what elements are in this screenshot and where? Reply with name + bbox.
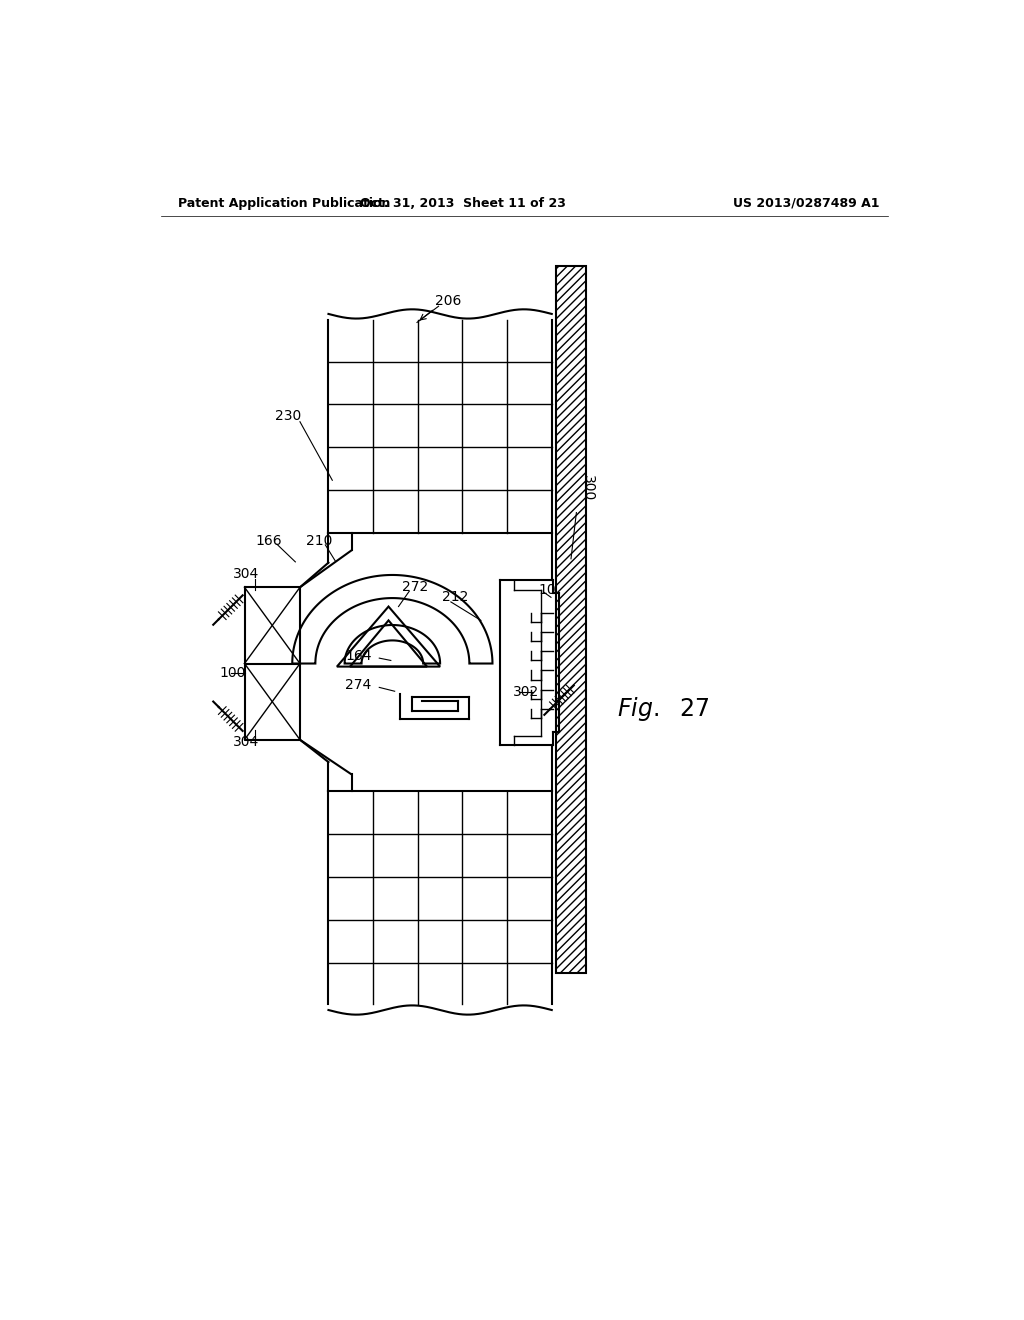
Text: 300: 300 (581, 475, 595, 502)
Text: 230: 230 (275, 409, 301, 424)
Text: 166: 166 (256, 535, 283, 548)
Text: $\it{Fig.}$ $\bf{ }$ $\it{27}$: $\it{Fig.}$ $\bf{ }$ $\it{27}$ (617, 694, 710, 723)
Text: 10: 10 (539, 582, 556, 597)
Text: Oct. 31, 2013  Sheet 11 of 23: Oct. 31, 2013 Sheet 11 of 23 (360, 197, 566, 210)
Polygon shape (345, 626, 440, 664)
Text: US 2013/0287489 A1: US 2013/0287489 A1 (733, 197, 880, 210)
Text: 100: 100 (219, 665, 246, 680)
Text: 206: 206 (435, 294, 461, 308)
Text: 304: 304 (232, 568, 259, 581)
Text: Patent Application Publication: Patent Application Publication (178, 197, 391, 210)
Text: 212: 212 (441, 590, 468, 605)
Polygon shape (292, 576, 493, 664)
Text: 210: 210 (306, 535, 333, 548)
Text: 164: 164 (345, 649, 372, 663)
Polygon shape (556, 267, 587, 973)
Text: 302: 302 (512, 685, 539, 700)
Text: 304: 304 (232, 735, 259, 748)
Text: 272: 272 (401, 579, 428, 594)
Text: 274: 274 (345, 678, 372, 692)
